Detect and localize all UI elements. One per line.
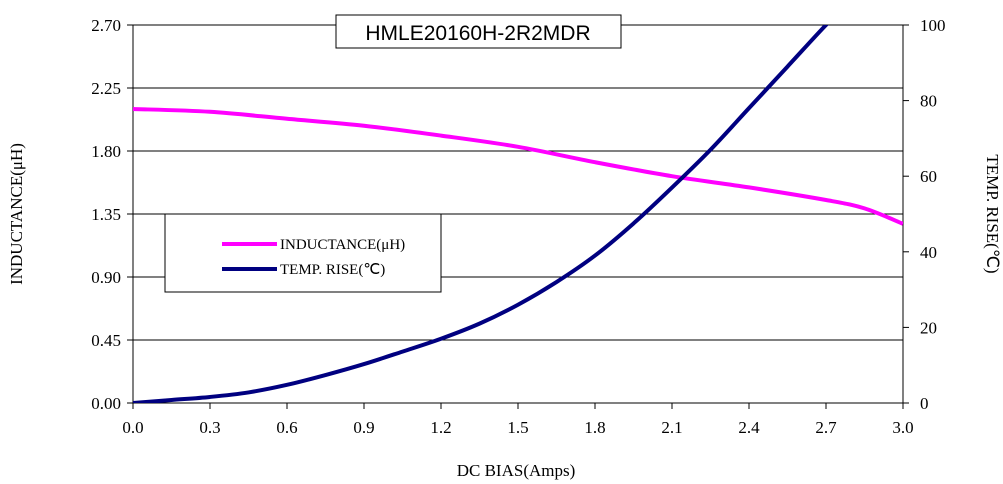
x-tick-label: 3.0 [892, 418, 913, 437]
right-y-axis-ticks: 0 20 40 60 80 100 [903, 16, 946, 413]
legend-label-inductance: INDUCTANCE(μH) [280, 237, 405, 253]
left-y-axis-label: INDUCTANCE(μH) [7, 143, 26, 285]
left-y-axis-ticks: 0.00 0.45 0.90 1.35 1.80 2.25 2.70 [91, 16, 133, 413]
x-tick-label: 0.9 [353, 418, 374, 437]
left-y-tick-label: 1.35 [91, 205, 121, 224]
x-tick-label: 2.7 [815, 418, 837, 437]
temp-rise-line [133, 25, 829, 403]
legend: INDUCTANCE(μH) TEMP. RISE(℃) [164, 213, 442, 293]
legend-label-temp-rise: TEMP. RISE(℃) [280, 262, 385, 278]
x-axis-label: DC BIAS(Amps) [457, 461, 576, 480]
x-tick-label: 1.5 [507, 418, 528, 437]
left-y-tick-label: 0.00 [91, 394, 121, 413]
right-y-tick-label: 0 [920, 394, 929, 413]
left-y-tick-label: 1.80 [91, 142, 121, 161]
right-y-tick-label: 20 [920, 318, 937, 337]
x-tick-label: 0.3 [199, 418, 220, 437]
x-tick-label: 0.6 [276, 418, 297, 437]
left-y-tick-label: 2.25 [91, 79, 121, 98]
right-y-axis-label: TEMP. RISE(℃) [983, 154, 1002, 273]
x-tick-label: 1.2 [430, 418, 451, 437]
inductance-line [133, 107, 903, 226]
left-y-tick-label: 0.90 [91, 268, 121, 287]
right-y-tick-label: 40 [920, 243, 937, 262]
x-axis-ticks: 0.0 0.3 0.6 0.9 1.2 1.5 1.8 2.1 2.4 2.7 3.0 [122, 403, 914, 437]
series-lines [133, 25, 903, 403]
chart-title-box: HMLE20160H-2R2MDR [335, 14, 622, 49]
x-tick-label: 2.1 [661, 418, 682, 437]
left-y-tick-label: 0.45 [91, 331, 121, 350]
x-tick-label: 2.4 [738, 418, 760, 437]
right-y-tick-label: 60 [920, 167, 937, 186]
x-tick-label: 1.8 [584, 418, 605, 437]
chart-title: HMLE20160H-2R2MDR [365, 22, 590, 45]
legend-box [164, 213, 442, 293]
right-y-tick-label: 80 [920, 92, 937, 111]
x-tick-label: 0.0 [122, 418, 143, 437]
left-y-tick-label: 2.70 [91, 16, 121, 35]
right-y-tick-label: 100 [920, 16, 946, 35]
